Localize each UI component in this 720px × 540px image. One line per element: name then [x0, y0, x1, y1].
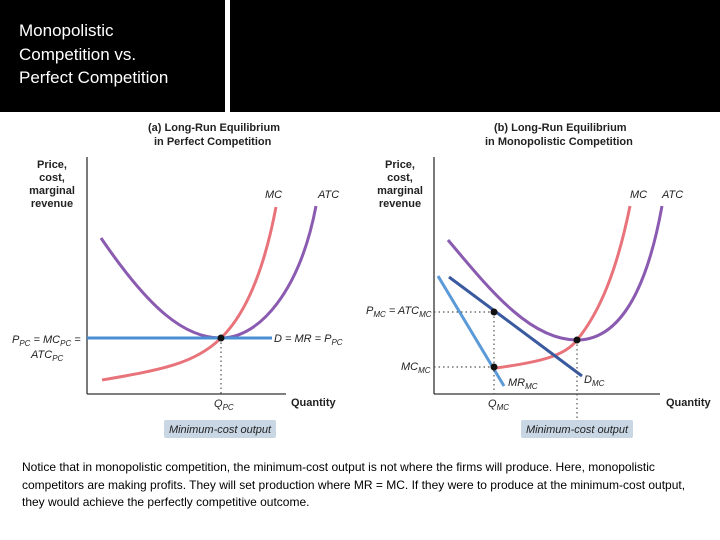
- panel-a-y-axis-label: Price, cost, marginal revenue: [29, 159, 75, 210]
- panel-b-d-label: DMC: [584, 374, 605, 388]
- panel-a-price-label: PPC = MCPC =: [12, 334, 81, 348]
- panel-b-y-label-1: Price,: [385, 159, 415, 171]
- panel-b-title-line1: (b) Long-Run Equilibrium: [494, 122, 627, 134]
- panel-b-mc-label: MC: [630, 189, 647, 201]
- panel-a-atc-label: ATC: [317, 189, 339, 201]
- panel-b-mr-label: MRMC: [508, 377, 538, 391]
- panel-b-y-label-3: marginal: [377, 185, 423, 197]
- panel-a-demand-label: D = MR = PPC: [274, 333, 343, 347]
- panel-b-badge: [521, 420, 633, 438]
- panel-a-y-label-1: Price,: [37, 159, 67, 171]
- panel-b: (b) Long-Run Equilibrium in Monopolistic…: [366, 122, 711, 438]
- panel-b-atc-label: ATC: [661, 189, 683, 201]
- panel-a-badge: [164, 420, 276, 438]
- header-bar: [230, 0, 720, 112]
- panel-b-y-axis-label: Price, cost, marginal revenue: [377, 159, 423, 210]
- panel-b-min-cost-point: [573, 336, 581, 344]
- title-panel: Monopolistic Competition vs. Perfect Com…: [0, 0, 225, 112]
- panel-a: (a) Long-Run Equilibrium in Perfect Comp…: [12, 122, 343, 438]
- panel-a-y-label-4: revenue: [31, 198, 73, 210]
- panel-b-badge-text: Minimum-cost output: [526, 424, 629, 436]
- panel-b-y-label-2: cost,: [387, 172, 413, 184]
- panel-a-x-axis-label: Quantity: [291, 397, 336, 409]
- panel-a-title-line2: in Perfect Competition: [154, 136, 272, 148]
- panel-b-price-point: [490, 308, 498, 316]
- panel-a-equilibrium-point: [217, 334, 225, 342]
- panel-b-mc-curve: [495, 205, 632, 370]
- panel-b-q-label: QMC: [488, 398, 509, 412]
- panel-a-mc-label: MC: [265, 189, 282, 201]
- slide-title: Monopolistic Competition vs. Perfect Com…: [19, 21, 169, 87]
- panel-a-y-label-3: marginal: [29, 185, 75, 197]
- panel-a-y-label-2: cost,: [39, 172, 65, 184]
- panel-a-title-line1: (a) Long-Run Equilibrium: [148, 122, 280, 134]
- panel-b-atc-curve: [446, 205, 664, 342]
- panel-b-mc-point: [490, 363, 498, 371]
- panel-a-q-label: QPC: [214, 398, 234, 412]
- panel-b-price-label: PMC = ATCMC: [366, 305, 432, 319]
- panel-b-title-line2: in Monopolistic Competition: [485, 136, 633, 148]
- slide-caption: Notice that in monopolistic competition,…: [22, 460, 686, 509]
- economics-diagram: (a) Long-Run Equilibrium in Perfect Comp…: [12, 122, 711, 438]
- panel-a-price-label-line2: ATCPC: [30, 349, 64, 363]
- panel-b-x-axis-label: Quantity: [666, 397, 711, 409]
- panel-a-badge-text: Minimum-cost output: [169, 424, 272, 436]
- panel-b-mc-level-label: MCMC: [401, 361, 431, 375]
- panel-a-mc-curve: [101, 206, 278, 382]
- panel-b-demand-line: [448, 275, 583, 378]
- panel-b-y-label-4: revenue: [379, 198, 421, 210]
- panel-a-atc-curve: [99, 205, 318, 340]
